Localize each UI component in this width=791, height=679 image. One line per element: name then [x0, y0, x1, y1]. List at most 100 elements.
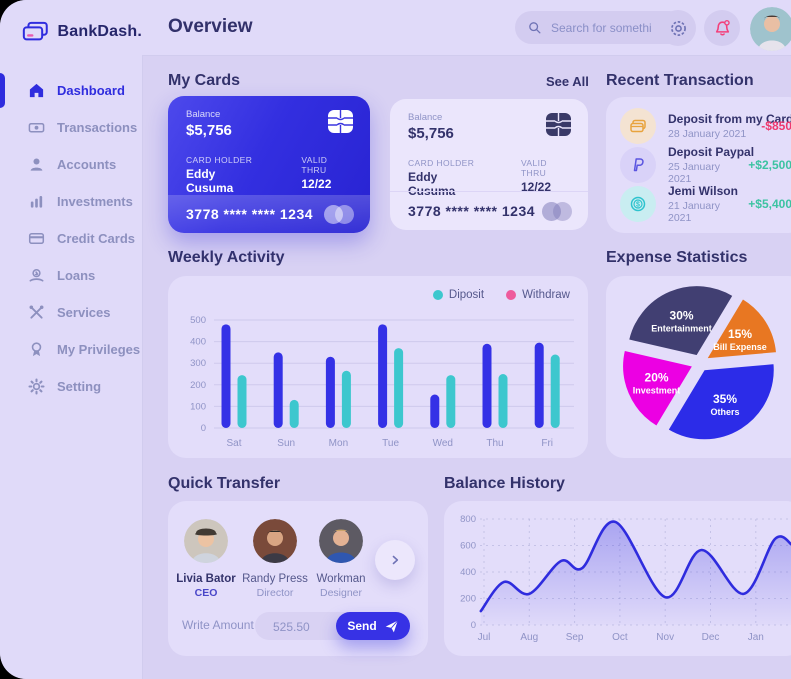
credit-card-icon	[28, 233, 45, 244]
contact-role: CEO	[194, 587, 218, 599]
svg-text:400: 400	[190, 337, 206, 348]
settings-button[interactable]	[660, 10, 696, 46]
contact-avatar	[253, 519, 297, 563]
loan-icon	[29, 268, 44, 282]
card-deposit-icon	[620, 108, 656, 144]
svg-text:20%Investment: 20% Investment	[633, 370, 681, 395]
settings-gear-icon	[670, 20, 686, 36]
contact-role: Designer	[319, 587, 363, 599]
search-input[interactable]	[549, 19, 653, 36]
contact-randy-press[interactable]: Randy Press Director	[241, 519, 309, 599]
sidebar-item-label: Investments	[57, 194, 133, 209]
balance-history-chart: Jul Aug Sep Oct Nov Dec Jan 0 200 400 600 800	[460, 514, 791, 643]
see-all-link[interactable]: See All	[546, 74, 589, 89]
next-contacts-button[interactable]	[375, 540, 415, 580]
svg-text:Oct: Oct	[612, 632, 628, 643]
bank-card-primary[interactable]: Balance $5,756 CARD HOLDER Eddy Cusuma V…	[168, 96, 370, 233]
card-holder-value: Eddy Cusuma	[186, 167, 234, 195]
sidebar-item-label: Loans	[57, 268, 96, 283]
bank-cards-logo-icon	[22, 21, 48, 41]
home-icon	[29, 83, 44, 98]
sidebar-item-label: Transactions	[57, 120, 138, 135]
send-label: Send	[347, 619, 377, 633]
send-button[interactable]: Send	[336, 612, 410, 640]
sidebar-item-loans[interactable]: Loans	[0, 257, 142, 294]
logo: BankDash.	[0, 0, 142, 44]
dollar-coin-icon: $	[620, 186, 656, 222]
weekly-activity-title: Weekly Activity	[168, 249, 285, 266]
contact-avatar	[184, 519, 228, 563]
svg-text:Mon: Mon	[329, 438, 348, 449]
avatar-photo	[750, 7, 791, 51]
recent-transaction-title: Recent Transaction	[606, 72, 754, 89]
transaction-row[interactable]: Deposit from my Card 28 January 2021 -$8…	[620, 107, 791, 145]
transaction-amount: +$5,400	[748, 197, 791, 211]
contact-livia-bator[interactable]: Livia Bator CEO	[172, 519, 240, 599]
deposit-legend-label: Diposit	[448, 289, 485, 301]
sidebar-item-credit-cards[interactable]: Credit Cards	[0, 220, 142, 257]
notifications-button[interactable]	[704, 10, 740, 46]
svg-text:35%Others: 35% Others	[711, 392, 740, 417]
contact-name: Randy Press	[242, 573, 308, 585]
quick-transfer-panel: Livia Bator CEO Randy Press Director Wor…	[168, 501, 428, 656]
sidebar-item-investments[interactable]: Investments	[0, 183, 142, 220]
withdraw-legend-dot	[506, 290, 517, 300]
balance-history-title: Balance History	[444, 475, 565, 492]
contact-name: Workman	[316, 573, 366, 585]
svg-text:Sat: Sat	[226, 438, 241, 449]
sidebar-item-accounts[interactable]: Accounts	[0, 146, 142, 183]
transaction-row[interactable]: Deposit Paypal 25 January 2021 +$2,500	[620, 145, 791, 185]
balance-value: $5,756	[408, 125, 454, 142]
sidebar-item-label: My Privileges	[57, 342, 141, 357]
transaction-title: Deposit from my Card	[668, 112, 791, 126]
svg-text:30%Entertainment: 30% Entertainment	[651, 309, 712, 334]
transaction-title: Jemi Wilson	[668, 184, 738, 198]
svg-text:300: 300	[190, 358, 206, 369]
sidebar-item-transactions[interactable]: Transactions	[0, 109, 142, 146]
search-bar[interactable]	[515, 11, 686, 44]
svg-text:400: 400	[460, 567, 476, 578]
svg-text:800: 800	[460, 514, 476, 525]
svg-text:Wed: Wed	[433, 438, 453, 449]
investment-icon	[30, 196, 43, 208]
svg-text:0: 0	[201, 423, 206, 434]
sidebar-item-my-privileges[interactable]: My Privileges	[0, 331, 142, 368]
chart-legend: Diposit Withdraw	[432, 289, 570, 301]
transaction-date: 25 January 2021	[668, 161, 720, 185]
bank-card-secondary[interactable]: Balance $5,756 CARD HOLDER Eddy Cusuma V…	[390, 99, 588, 230]
gear-icon	[28, 378, 45, 395]
mastercard-circles-icon	[542, 201, 572, 221]
svg-text:Fri: Fri	[541, 438, 553, 449]
sidebar-item-label: Setting	[57, 379, 102, 394]
contact-workman[interactable]: Workman Designer	[307, 519, 375, 599]
valid-thru-label: VALID THRU	[520, 158, 547, 178]
expense-statistics-title: Expense Statistics	[606, 249, 748, 266]
svg-text:200: 200	[190, 380, 206, 391]
sidebar-item-services[interactable]: Services	[0, 294, 142, 331]
sidebar-item-setting[interactable]: Setting	[0, 368, 142, 405]
amount-input[interactable]	[271, 612, 335, 642]
svg-text:Jan: Jan	[748, 632, 764, 643]
balance-value: $5,756	[186, 122, 232, 139]
transaction-row[interactable]: $ Jemi Wilson 21 January 2021 +$5,400	[620, 184, 791, 224]
svg-text:$: $	[636, 202, 640, 209]
card-holder-label: CARD HOLDER	[186, 155, 253, 165]
svg-text:Sep: Sep	[566, 632, 584, 643]
services-icon	[29, 305, 44, 319]
page-title: Overview	[168, 16, 253, 37]
withdraw-legend-label: Withdraw	[522, 289, 570, 301]
bell-icon	[715, 19, 730, 35]
contact-role: Director	[256, 587, 294, 599]
expense-statistics-panel: 15% Bill Expense 30% Entertainment 20% Invest…	[606, 276, 791, 458]
user-avatar[interactable]	[750, 7, 791, 51]
header: Overview	[142, 0, 791, 56]
paypal-icon	[620, 147, 656, 183]
svg-text:Jul: Jul	[478, 632, 491, 643]
active-indicator	[0, 73, 5, 108]
weekly-activity-panel: Diposit Withdraw 0 100 200 300 400 500 Sat Sun M…	[168, 276, 588, 458]
svg-text:Dec: Dec	[702, 632, 720, 643]
sidebar-item-dashboard[interactable]: Dashboard	[0, 72, 142, 109]
svg-text:Sun: Sun	[277, 438, 295, 449]
card-number: 3778 **** **** 1234	[408, 203, 536, 219]
